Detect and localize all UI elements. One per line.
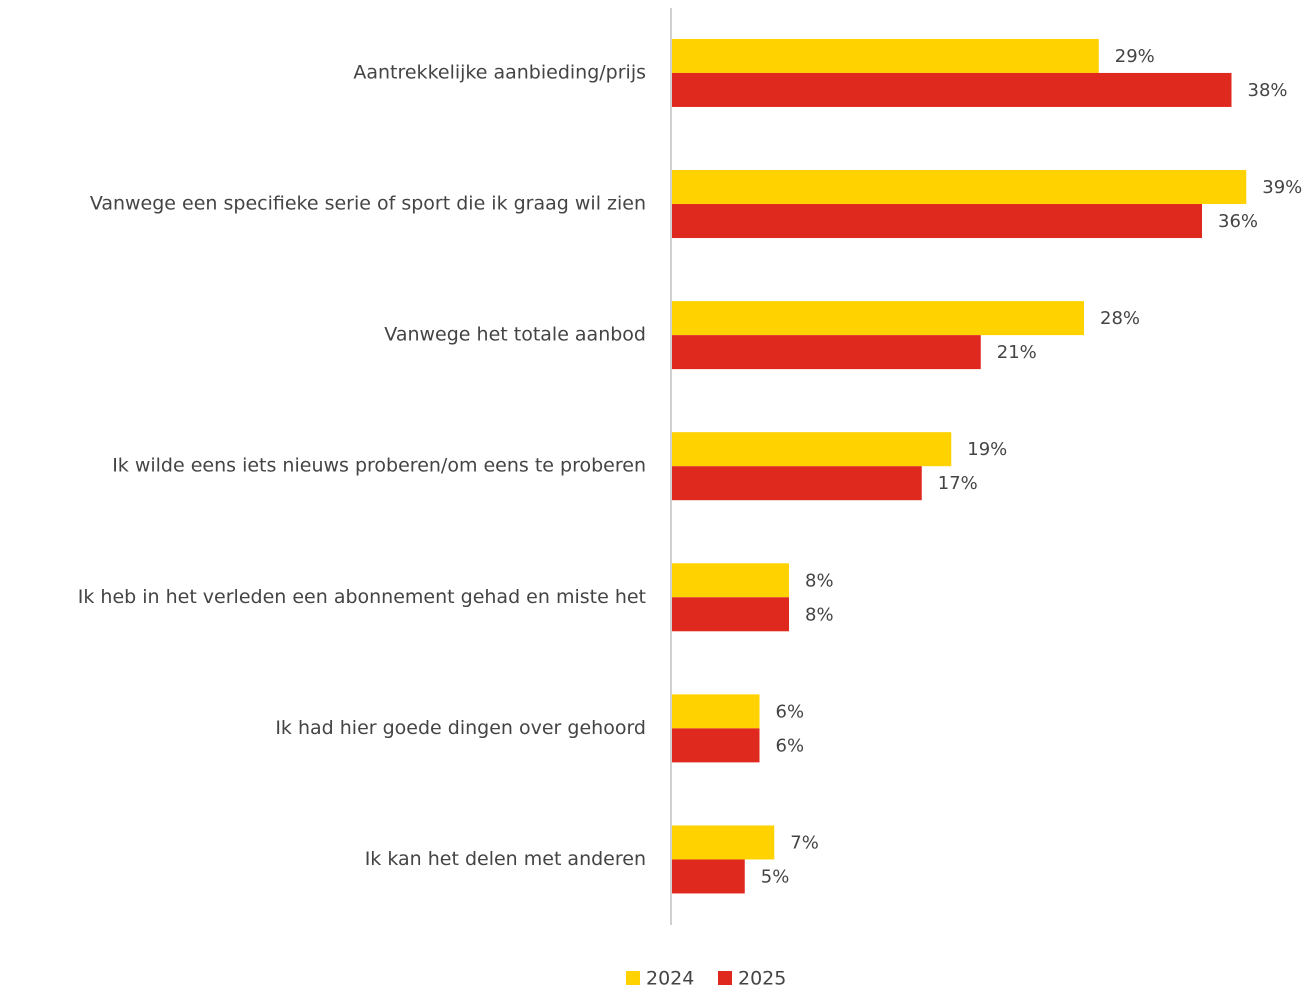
data-label: 38%: [1248, 80, 1288, 101]
bar: [671, 204, 1202, 239]
data-label: 17%: [938, 473, 978, 494]
data-label: 6%: [776, 735, 805, 756]
data-label: 8%: [805, 570, 834, 591]
y-tick-label: Aantrekkelijke aanbieding/prijs: [353, 61, 646, 83]
bar: [671, 859, 745, 894]
y-tick-label: Ik heb in het verleden een abonnement ge…: [78, 586, 646, 608]
bar: [671, 170, 1247, 205]
y-tick-label: Ik wilde eens iets nieuws proberen/om ee…: [112, 455, 646, 477]
data-label: 39%: [1262, 177, 1302, 198]
bar: [671, 825, 775, 860]
data-label: 8%: [805, 604, 834, 625]
y-tick-label: Ik had hier goede dingen over gehoord: [275, 717, 646, 739]
bar: [671, 301, 1084, 336]
bar: [671, 563, 789, 598]
bar: [671, 432, 952, 467]
legend-swatch: [718, 971, 732, 985]
data-label: 36%: [1218, 211, 1258, 232]
data-label: 19%: [967, 439, 1007, 460]
y-tick-label: Ik kan het delen met anderen: [365, 848, 646, 870]
bar: [671, 466, 922, 501]
bar: [671, 597, 789, 632]
data-label: 28%: [1100, 308, 1140, 329]
legend-label: 2025: [738, 968, 786, 986]
bar: [671, 728, 760, 763]
bar: [671, 335, 981, 370]
legend-swatch: [626, 971, 640, 985]
bar: [671, 38, 1099, 73]
bar: [671, 694, 760, 729]
data-label: 6%: [776, 701, 805, 722]
legend-label: 2024: [646, 968, 694, 986]
y-tick-label: Vanwege een specifieke serie of sport di…: [90, 193, 646, 215]
y-tick-label: Vanwege het totale aanbod: [384, 324, 646, 346]
bar: [671, 72, 1232, 107]
data-label: 29%: [1115, 46, 1155, 67]
data-label: 21%: [997, 342, 1037, 363]
data-label: 5%: [761, 866, 790, 887]
data-label: 7%: [790, 832, 819, 853]
